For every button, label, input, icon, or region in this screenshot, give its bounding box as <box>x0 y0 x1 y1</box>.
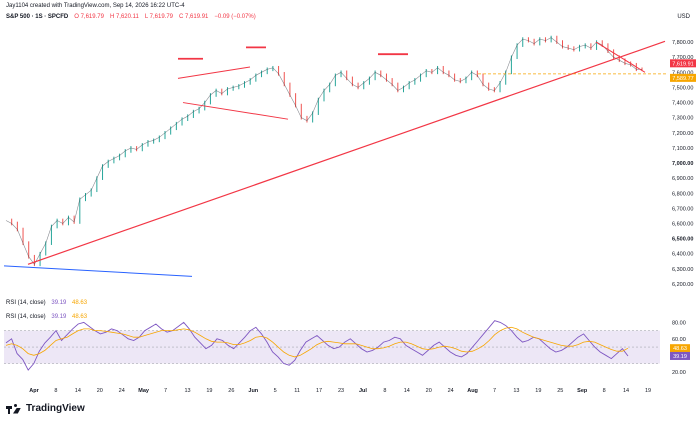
rsi-value-badge-text: 39.19 <box>673 354 687 360</box>
x-tick-label: 14 <box>404 388 410 394</box>
ohlc-low: L 7,619.79 <box>144 14 174 20</box>
y-tick-label: 7,100.00 <box>672 146 693 152</box>
downtrend-line <box>595 41 646 73</box>
price-label-text: 7,619.91 <box>672 61 693 67</box>
rsi-value-badge <box>670 351 690 360</box>
x-tick-label: 14 <box>75 388 81 394</box>
x-tick-label: 8 <box>383 388 386 394</box>
x-tick-label: 19 <box>206 388 212 394</box>
currency-label: USD <box>677 14 690 20</box>
x-tick-label: Jul <box>359 388 367 394</box>
x-tick-label: Aug <box>467 388 478 394</box>
x-tick-label: 24 <box>119 388 125 394</box>
y-tick-label: 7,000.00 <box>672 161 693 167</box>
x-tick-label: 20 <box>97 388 103 394</box>
x-tick-label: 20 <box>426 388 432 394</box>
y-tick-label: 6,700.00 <box>672 206 693 212</box>
y-tick-label: 7,200.00 <box>672 131 693 137</box>
created-line: Jay1104 created with TradingView.com, Se… <box>6 3 185 9</box>
rsi-legend-secondary: RSI (14, close) 39.19 48.63 <box>6 314 87 320</box>
rsi-ma-line <box>5 326 629 358</box>
y-tick-label: 7,300.00 <box>672 116 693 122</box>
x-tick-label: Jun <box>248 388 258 394</box>
price-label-badge <box>670 59 696 68</box>
y-tick-label: 6,600.00 <box>672 221 693 227</box>
rsi-ma-value-2: 48.63 <box>72 314 88 320</box>
y-tick-label: 6,400.00 <box>672 252 693 258</box>
y-tick-label: 6,200.00 <box>672 282 693 288</box>
rsi-title-2: RSI (14, close) <box>6 314 46 320</box>
y-tick-label: 6,800.00 <box>672 191 693 197</box>
rsi-y-tick-label: 20.00 <box>672 370 686 376</box>
symbol-name[interactable]: S&P 500 · 1S · SPCFD <box>6 14 69 20</box>
y-tick-label: 7,400.00 <box>672 101 693 107</box>
blue-trendline <box>3 265 193 277</box>
rsi-y-tick-label: 60.00 <box>672 337 686 343</box>
price-label-text: 7,589.77 <box>672 76 693 82</box>
x-tick-label: 8 <box>603 388 606 394</box>
tradingview-logo[interactable]: TradingView <box>6 403 85 414</box>
tradingview-logo-icon <box>6 403 22 414</box>
x-tick-label: May <box>138 388 150 394</box>
rsi-series-line <box>5 320 629 371</box>
long-trendline <box>27 40 666 265</box>
tradingview-logo-text: TradingView <box>26 403 85 414</box>
rsi-title: RSI (14, close) <box>6 300 46 306</box>
x-tick-label: 24 <box>448 388 454 394</box>
x-tick-label: 23 <box>338 388 344 394</box>
wedge-lower <box>182 102 289 120</box>
rsi-legend: RSI (14, close) 39.19 48.63 <box>6 300 87 306</box>
y-tick-label: 6,900.00 <box>672 176 693 182</box>
x-tick-label: 19 <box>645 388 651 394</box>
x-tick-label: 7 <box>493 388 496 394</box>
x-tick-label: 14 <box>623 388 629 394</box>
y-tick-label: 7,800.00 <box>672 40 693 46</box>
x-tick-label: 17 <box>316 388 322 394</box>
rsi-value-badge <box>670 344 690 353</box>
rsi-value: 39.19 <box>51 300 67 306</box>
ohlc-open: O 7,619.79 <box>74 14 104 20</box>
wedge-upper <box>177 66 251 79</box>
symbol-header: S&P 500 · 1S · SPCFD O 7,619.79 H 7,620.… <box>6 14 256 20</box>
y-tick-label: 6,500.00 <box>672 237 693 243</box>
x-tick-label: 5 <box>274 388 277 394</box>
x-tick-label: 11 <box>294 388 300 394</box>
x-tick-label: Sep <box>577 388 588 394</box>
x-tick-label: Apr <box>29 388 39 394</box>
x-tick-label: 7 <box>164 388 167 394</box>
x-tick-label: 26 <box>228 388 234 394</box>
y-tick-label: 7,600.00 <box>672 70 693 76</box>
ohlc-change: −0.09 (−0.07%) <box>214 14 256 20</box>
price-line <box>5 37 642 265</box>
rsi-y-tick-label: 80.00 <box>672 320 686 326</box>
ohlc-close: C 7,619.91 <box>179 14 209 20</box>
rsi-value-badge-text: 48.63 <box>673 346 687 352</box>
ohlc-high: H 7,620.11 <box>109 14 139 20</box>
rsi-value-2: 39.19 <box>51 314 67 320</box>
price-label-badge <box>670 73 696 82</box>
y-tick-label: 6,300.00 <box>672 267 693 273</box>
y-tick-label: 7,700.00 <box>672 55 693 61</box>
y-tick-label: 7,500.00 <box>672 85 693 91</box>
x-tick-label: 19 <box>535 388 541 394</box>
x-tick-label: 8 <box>54 388 57 394</box>
x-tick-label: 13 <box>184 388 190 394</box>
rsi-ma-value: 48.63 <box>72 300 88 306</box>
x-tick-label: 13 <box>513 388 519 394</box>
x-tick-label: 25 <box>557 388 563 394</box>
